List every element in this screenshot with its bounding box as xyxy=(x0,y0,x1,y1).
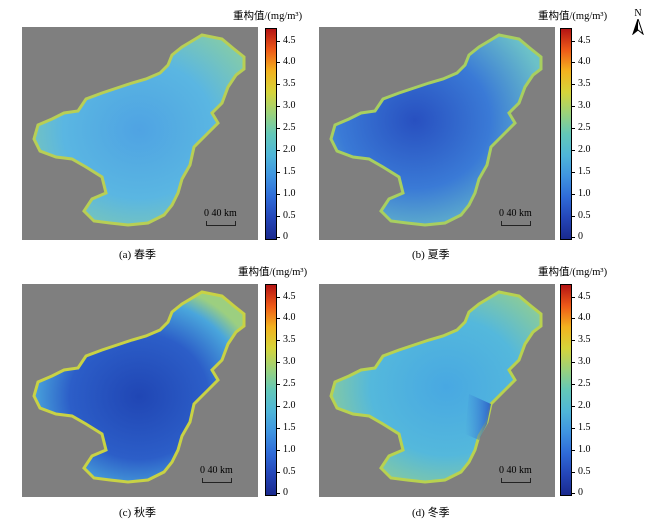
scale-label: 0 40 km xyxy=(200,465,233,476)
panel-caption: (d) 冬季 xyxy=(412,507,450,519)
tick-label: 2.5 xyxy=(276,378,296,389)
tick-label: 4.0 xyxy=(276,56,296,67)
tick-label: 1.5 xyxy=(276,422,296,433)
tick-label: 0 xyxy=(276,487,288,498)
unit-label: 重构值/(mg/m³) xyxy=(538,11,608,22)
tick-label: 1.0 xyxy=(276,188,296,199)
scale-label: 0 40 km xyxy=(499,208,532,219)
tick-label: 2.0 xyxy=(276,144,296,155)
scale-label: 0 40 km xyxy=(204,208,237,219)
north-label: N xyxy=(634,8,642,19)
sea-shape-autumn xyxy=(32,290,246,484)
tick-label: 2.5 xyxy=(571,378,591,389)
tick-label: 4.0 xyxy=(276,312,296,323)
tick-label: 4.0 xyxy=(571,312,591,323)
tick-label: 2.0 xyxy=(276,400,296,411)
sea-shape-summer xyxy=(329,33,543,227)
colorbar xyxy=(560,28,572,240)
tick-label: 4.5 xyxy=(276,35,296,46)
tick-label: 3.5 xyxy=(276,78,296,89)
sea-area xyxy=(329,290,543,484)
tick-label: 0 xyxy=(571,487,583,498)
panel-caption: (a) 春季 xyxy=(119,249,156,261)
tick-label: 4.5 xyxy=(571,35,591,46)
colorbar xyxy=(265,28,277,240)
tick-label: 4.5 xyxy=(276,291,296,302)
sea-area xyxy=(329,33,543,227)
tick-label: 1.5 xyxy=(276,166,296,177)
tick-label: 4.5 xyxy=(571,291,591,302)
north-arrow-icon xyxy=(631,17,645,36)
panel-caption: (b) 夏季 xyxy=(412,249,450,261)
tick-label: 0.5 xyxy=(276,466,296,477)
north-arrow: N xyxy=(631,8,645,38)
tick-label: 0 xyxy=(571,231,583,242)
scale-bar xyxy=(501,221,531,226)
map-autumn: 0 40 km xyxy=(22,284,258,497)
tick-label: 2.5 xyxy=(571,122,591,133)
tick-label: 2.5 xyxy=(276,122,296,133)
unit-label: 重构值/(mg/m³) xyxy=(233,11,303,22)
colorbar xyxy=(265,284,277,496)
scale-bar xyxy=(501,478,531,483)
unit-label: 重构值/(mg/m³) xyxy=(538,267,608,278)
tick-label: 3.0 xyxy=(571,356,591,367)
tick-label: 3.0 xyxy=(276,356,296,367)
scale-bar xyxy=(202,478,232,483)
map-summer: 0 40 km xyxy=(319,27,555,240)
tick-label: 1.0 xyxy=(571,444,591,455)
tick-label: 0 xyxy=(276,231,288,242)
sea-area xyxy=(32,33,246,227)
tick-label: 3.5 xyxy=(571,334,591,345)
tick-label: 0.5 xyxy=(276,210,296,221)
unit-label: 重构值/(mg/m³) xyxy=(238,267,308,278)
sea-shape-winter xyxy=(329,290,543,484)
tick-label: 3.0 xyxy=(276,100,296,111)
tick-label: 0.5 xyxy=(571,210,591,221)
scale-label: 0 40 km xyxy=(499,465,532,476)
tick-label: 3.5 xyxy=(571,78,591,89)
tick-label: 1.5 xyxy=(571,166,591,177)
low-value-patch xyxy=(465,394,491,440)
tick-label: 1.5 xyxy=(571,422,591,433)
tick-label: 4.0 xyxy=(571,56,591,67)
tick-label: 3.0 xyxy=(571,100,591,111)
tick-label: 1.0 xyxy=(276,444,296,455)
tick-label: 2.0 xyxy=(571,144,591,155)
colorbar xyxy=(560,284,572,496)
sea-area xyxy=(32,290,246,484)
tick-label: 1.0 xyxy=(571,188,591,199)
panel-caption: (c) 秋季 xyxy=(119,507,156,519)
sea-shape-spring xyxy=(32,33,246,227)
scale-bar xyxy=(206,221,236,226)
map-winter: 0 40 km xyxy=(319,284,555,497)
map-spring: 0 40 km xyxy=(22,27,258,240)
tick-label: 3.5 xyxy=(276,334,296,345)
tick-label: 0.5 xyxy=(571,466,591,477)
tick-label: 2.0 xyxy=(571,400,591,411)
